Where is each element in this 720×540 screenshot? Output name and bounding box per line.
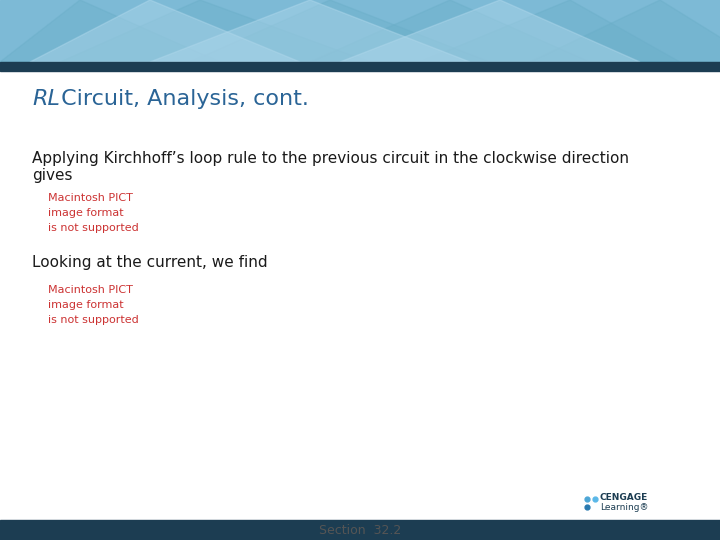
Text: Looking at the current, we find: Looking at the current, we find [32, 255, 268, 270]
Bar [0, 71, 720, 520]
Text: Learning®: Learning® [600, 503, 648, 511]
Polygon shape [150, 0, 470, 62]
Text: Macintosh PICT
image format
is not supported: Macintosh PICT image format is not suppo… [48, 285, 139, 325]
Polygon shape [190, 0, 490, 62]
Text: Circuit, Analysis, cont.: Circuit, Analysis, cont. [54, 89, 309, 109]
Polygon shape [30, 0, 300, 62]
Text: Section  32.2: Section 32.2 [319, 523, 401, 537]
Polygon shape [420, 0, 680, 62]
Bar [0, 62, 720, 71]
Text: CENGAGE: CENGAGE [600, 494, 648, 503]
Polygon shape [530, 0, 720, 62]
Text: Macintosh PICT
image format
is not supported: Macintosh PICT image format is not suppo… [48, 193, 139, 233]
Polygon shape [60, 0, 370, 62]
Polygon shape [310, 0, 590, 62]
Text: Applying Kirchhoff’s loop rule to the previous circuit in the clockwise directio: Applying Kirchhoff’s loop rule to the pr… [32, 151, 629, 166]
Text: gives: gives [32, 168, 73, 183]
Polygon shape [0, 0, 220, 62]
Polygon shape [340, 0, 640, 62]
Bar [0, 0, 720, 62]
Text: RL: RL [32, 89, 60, 109]
Bar [0, 520, 720, 540]
